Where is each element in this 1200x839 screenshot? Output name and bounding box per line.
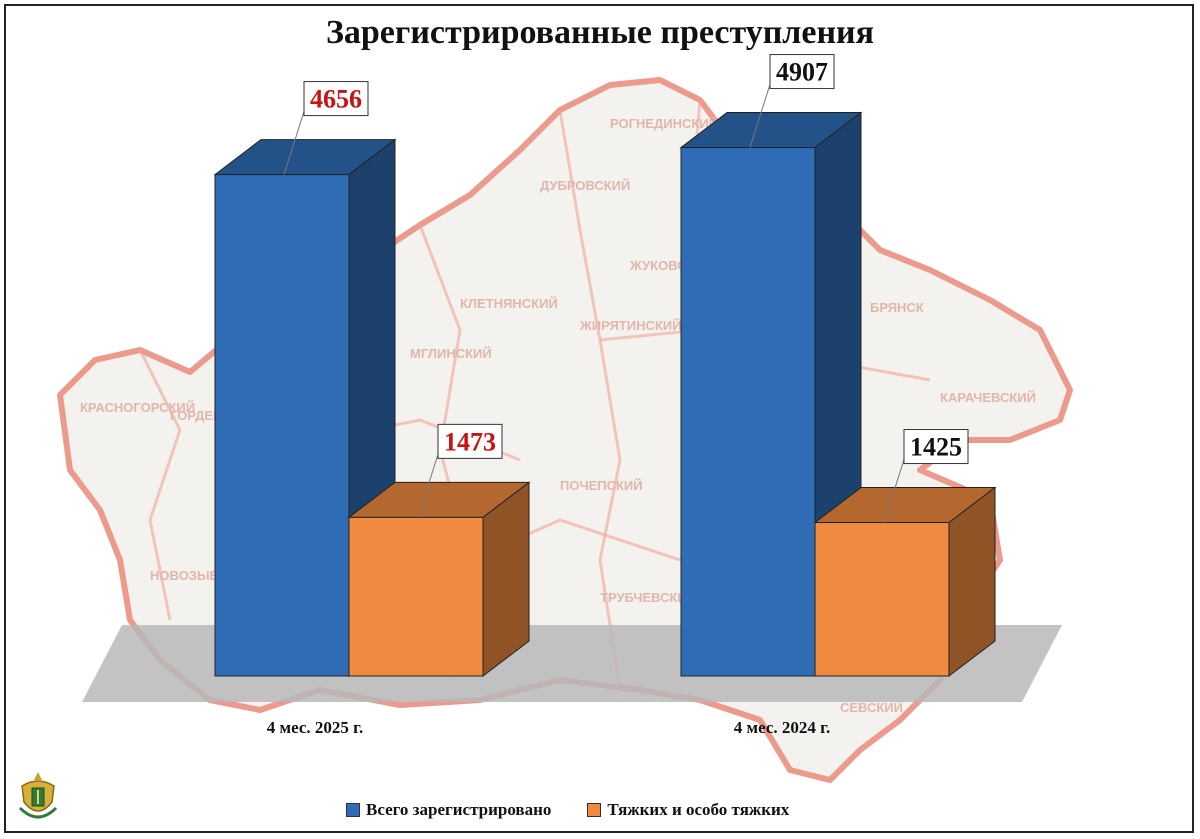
map-district-label: РОГНЕДИНСКИЙ <box>610 116 718 131</box>
legend-swatch-total <box>346 803 360 817</box>
data-label: 4656 <box>310 85 362 114</box>
district-border <box>138 349 182 621</box>
map-district-label: СЕВСКИЙ <box>840 700 903 715</box>
data-label-box <box>903 429 969 465</box>
map-district-label: КАРАЧЕВСКИЙ <box>940 390 1036 405</box>
category-labels-group: 4 мес. 2025 г. 4 мес. 2024 г. <box>267 718 830 737</box>
map-district-label: ЖИРЯТИНСКИЙ <box>579 318 681 333</box>
legend-item-total: Всего зарегистрировано <box>346 800 551 820</box>
data-label: 1473 <box>444 427 496 456</box>
map-district-label: МГЛИНСКИЙ <box>410 346 492 361</box>
prosecutor-emblem-icon <box>18 772 58 819</box>
legend-label-total: Всего зарегистрировано <box>366 800 552 819</box>
label-leader-line <box>417 454 439 518</box>
data-label: 4907 <box>776 58 828 87</box>
map-district-label: ДУБРОВСКИЙ <box>540 178 630 193</box>
map-district-label: ПОЧЕПСКИЙ <box>560 478 643 493</box>
map-district-label: КРАСНОГОРСКИЙ <box>80 400 195 415</box>
map-district-label: БРЯНСК <box>870 300 924 315</box>
data-label-box <box>437 423 503 459</box>
label-leader-line <box>749 84 771 148</box>
chart-title: Зарегистрированные преступления <box>325 14 875 51</box>
legend-swatch-grave <box>587 803 602 817</box>
data-label-box <box>769 54 835 90</box>
bar-total-0 <box>213 138 397 678</box>
district-border <box>558 109 622 691</box>
category-label: 4 мес. 2024 г. <box>734 718 830 737</box>
map-district-label: КЛЕТНЯНСКИЙ <box>460 296 558 311</box>
data-labels-group: 4656 1473 4907 1425 <box>283 54 969 523</box>
data-label-box <box>303 81 369 117</box>
legend-item-grave: Тяжких и особо тяжких <box>587 800 789 820</box>
bars-group <box>213 111 997 678</box>
category-label: 4 мес. 2025 г. <box>267 718 363 737</box>
data-label: 1425 <box>910 433 962 462</box>
legend-label-grave: Тяжких и особо тяжких <box>607 800 790 819</box>
bar-grave-0 <box>347 481 531 678</box>
legend: Всего зарегистрировано Тяжких и особо тя… <box>346 800 789 820</box>
map-district-label: ТРУБЧЕВСКИЙ <box>600 590 696 605</box>
bar-grave-1 <box>813 486 997 678</box>
label-leader-line <box>883 459 905 523</box>
label-leader-line <box>283 111 305 175</box>
